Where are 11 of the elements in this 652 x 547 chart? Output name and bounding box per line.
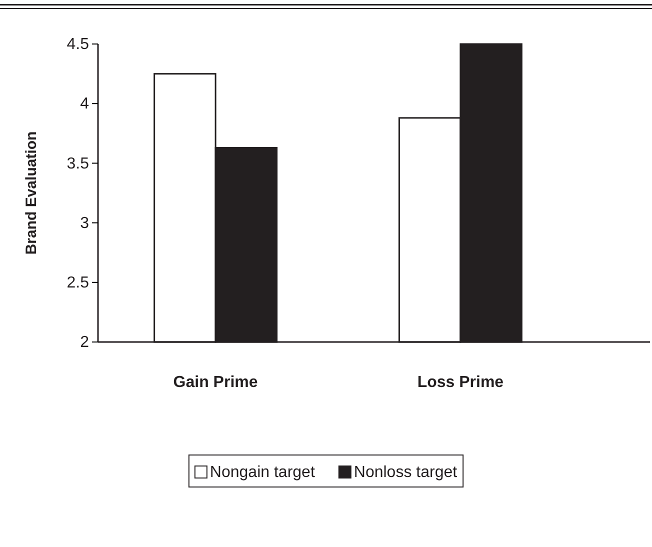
legend-label: Nonloss target bbox=[354, 464, 458, 481]
x-tick-label: Gain Prime bbox=[173, 374, 258, 391]
y-tick-label: 4 bbox=[80, 96, 90, 113]
y-tick-label: 3.5 bbox=[66, 155, 90, 172]
y-tick-label: 4.5 bbox=[66, 36, 90, 54]
y-tick-label: 2 bbox=[80, 334, 90, 352]
y-axis-title: Brand Evaluation bbox=[23, 131, 40, 255]
y-tick-label: 2.5 bbox=[66, 274, 90, 292]
x-tick-label: Loss Prime bbox=[417, 374, 504, 391]
legend-label: Nongain target bbox=[210, 464, 316, 481]
y-tick-label: 3 bbox=[80, 214, 90, 232]
